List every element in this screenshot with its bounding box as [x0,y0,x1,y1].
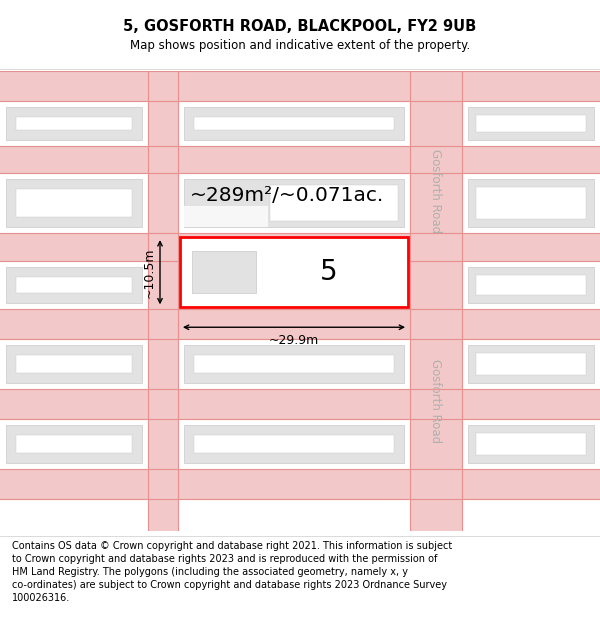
Bar [184,179,404,228]
Bar [476,188,586,219]
Text: 5: 5 [319,258,337,286]
Bar [468,425,594,463]
Bar [16,118,132,130]
Bar [6,107,142,140]
Bar [184,345,404,383]
Text: Contains OS data © Crown copyright and database right 2021. This information is : Contains OS data © Crown copyright and d… [12,541,452,603]
Text: Gosforth Road: Gosforth Road [430,359,443,443]
Bar [16,355,132,373]
Bar [269,185,398,221]
Bar [0,233,600,261]
Bar [476,433,586,455]
Bar [6,425,142,463]
Bar [194,355,394,373]
Bar [192,251,256,293]
Text: 5, GOSFORTH ROAD, BLACKPOOL, FY2 9UB: 5, GOSFORTH ROAD, BLACKPOOL, FY2 9UB [124,19,476,34]
Bar [410,71,462,531]
Bar [194,435,394,453]
Text: Gosforth Road: Gosforth Road [430,149,443,233]
Text: Map shows position and indicative extent of the property.: Map shows position and indicative extent… [130,39,470,51]
Bar [468,268,594,303]
Bar [16,189,132,218]
Bar [0,309,600,339]
Bar [180,238,408,308]
Bar [184,206,268,228]
Bar [148,71,178,531]
Bar [476,353,586,375]
Bar [6,268,142,303]
Bar [16,435,132,453]
Bar [184,425,404,463]
Bar [0,469,600,499]
Bar [6,345,142,383]
Text: ~289m²/~0.071ac.: ~289m²/~0.071ac. [190,186,384,205]
Bar [6,179,142,228]
Text: ~10.5m: ~10.5m [143,247,156,298]
Text: ~29.9m: ~29.9m [269,334,319,347]
Bar [468,107,594,140]
Bar [0,146,600,173]
Bar [194,118,394,130]
Bar [476,275,586,295]
Bar [16,278,132,293]
Bar [468,345,594,383]
Bar [0,71,600,101]
Bar [0,389,600,419]
Bar [184,107,404,140]
Bar [468,179,594,228]
Bar [476,115,586,132]
